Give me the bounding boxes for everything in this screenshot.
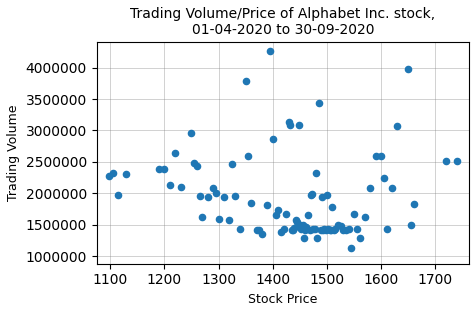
Point — [264, 202, 271, 207]
Point — [272, 213, 279, 218]
Point — [330, 227, 337, 232]
Point — [258, 232, 266, 237]
Point — [109, 170, 117, 175]
X-axis label: Stock Price: Stock Price — [248, 293, 317, 306]
Point — [405, 66, 412, 71]
Point — [307, 193, 315, 198]
Point — [319, 227, 327, 232]
Point — [188, 131, 195, 136]
Point — [356, 235, 363, 240]
Point — [322, 227, 330, 232]
Point — [331, 226, 339, 231]
Point — [198, 214, 206, 219]
Point — [296, 223, 304, 228]
Point — [114, 193, 122, 198]
Point — [288, 227, 296, 232]
Point — [269, 136, 277, 141]
Point — [377, 154, 385, 159]
Point — [311, 226, 319, 231]
Point — [204, 194, 211, 199]
Point — [334, 223, 342, 228]
Point — [303, 224, 310, 229]
Point — [293, 219, 301, 224]
Point — [215, 217, 222, 222]
Point — [345, 226, 353, 231]
Point — [339, 227, 347, 232]
Point — [327, 227, 335, 232]
Point — [361, 214, 369, 219]
Point — [105, 173, 113, 178]
Point — [342, 227, 350, 232]
Point — [372, 154, 380, 159]
Point — [266, 49, 274, 54]
Point — [226, 218, 233, 223]
Y-axis label: Trading Volume: Trading Volume — [7, 105, 20, 201]
Point — [306, 227, 314, 232]
Point — [253, 227, 260, 232]
Point — [287, 123, 294, 128]
Point — [328, 204, 336, 209]
Point — [190, 161, 198, 166]
Point — [256, 227, 263, 232]
Point — [209, 185, 217, 190]
Point — [155, 167, 163, 172]
Point — [410, 202, 417, 207]
Point — [123, 172, 130, 177]
Point — [304, 212, 312, 217]
Point — [297, 227, 305, 232]
Point — [353, 226, 361, 231]
Point — [248, 201, 255, 206]
Point — [166, 183, 174, 188]
Point — [380, 175, 388, 180]
Point — [313, 235, 321, 240]
Point — [453, 159, 461, 164]
Point — [315, 100, 323, 105]
Point — [220, 194, 228, 199]
Point — [407, 223, 415, 228]
Point — [317, 227, 324, 232]
Title: Trading Volume/Price of Alphabet Inc. stock,
01-04-2020 to 30-09-2020: Trading Volume/Price of Alphabet Inc. st… — [130, 7, 436, 37]
Point — [388, 185, 396, 190]
Point — [347, 246, 355, 251]
Point — [196, 193, 203, 198]
Point — [324, 226, 332, 231]
Point — [308, 192, 316, 197]
Point — [171, 151, 179, 156]
Point — [326, 227, 334, 232]
Point — [394, 124, 401, 129]
Point — [231, 193, 238, 198]
Point — [285, 119, 293, 124]
Point — [383, 226, 390, 231]
Point — [242, 79, 249, 84]
Point — [310, 226, 317, 231]
Point — [228, 161, 236, 166]
Point — [274, 207, 282, 212]
Point — [337, 223, 344, 228]
Point — [320, 226, 328, 231]
Point — [312, 170, 320, 175]
Point — [301, 227, 309, 232]
Point — [323, 192, 331, 197]
Point — [350, 212, 358, 217]
Point — [292, 217, 299, 222]
Point — [277, 230, 285, 235]
Point — [289, 227, 297, 232]
Point — [443, 159, 450, 164]
Point — [160, 166, 168, 171]
Point — [237, 226, 244, 231]
Point — [318, 194, 326, 199]
Point — [177, 185, 184, 190]
Point — [291, 225, 298, 230]
Point — [193, 163, 201, 168]
Point — [283, 212, 290, 217]
Point — [280, 227, 288, 232]
Point — [299, 222, 307, 227]
Point — [295, 123, 303, 128]
Point — [300, 235, 308, 240]
Point — [367, 185, 374, 190]
Point — [245, 154, 252, 159]
Point — [212, 191, 220, 196]
